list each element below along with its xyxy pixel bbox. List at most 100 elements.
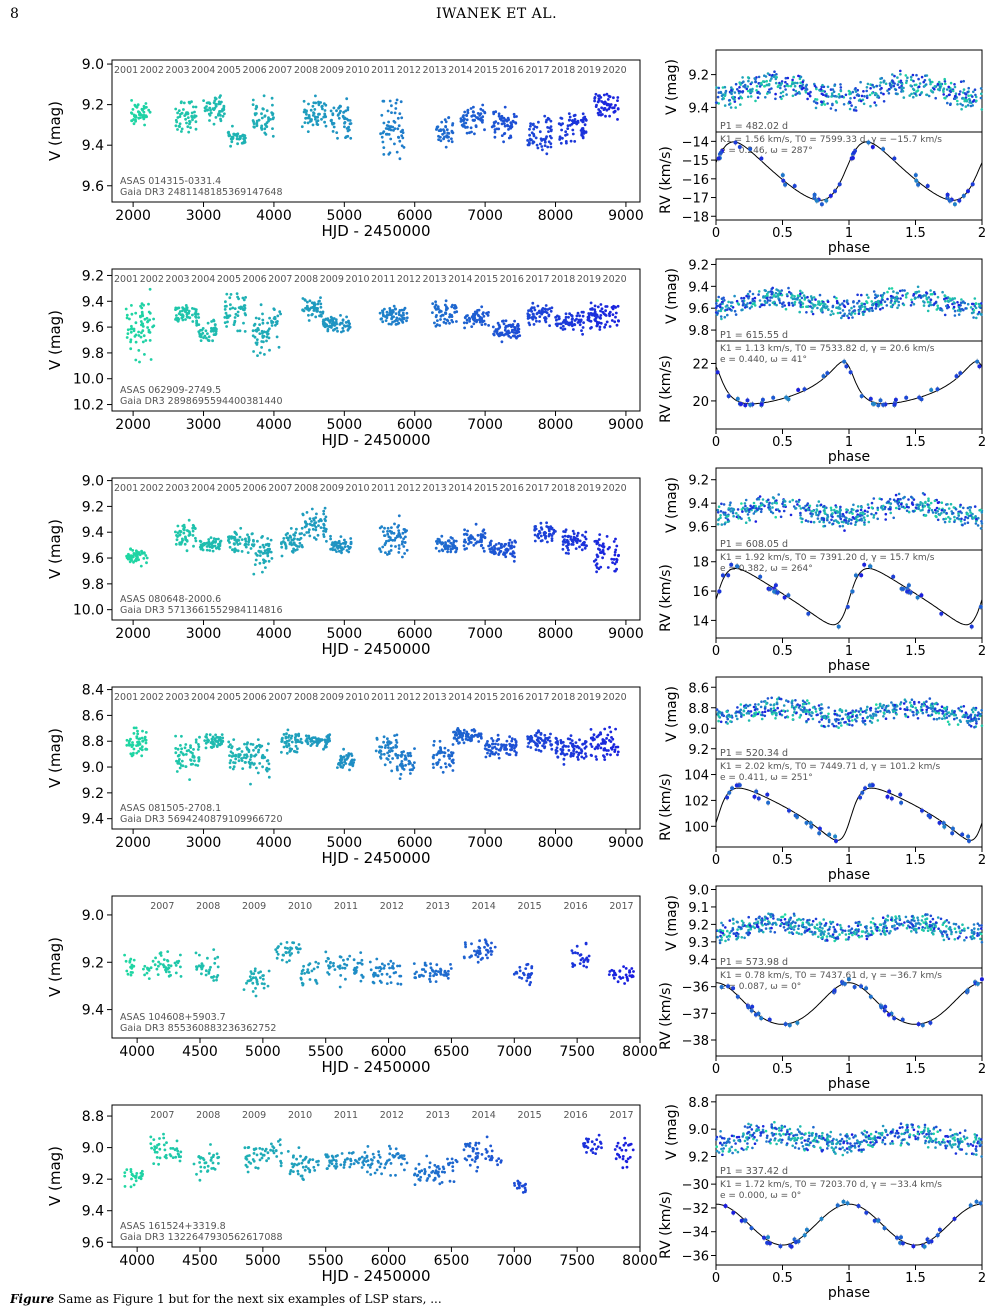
data-point bbox=[728, 503, 732, 507]
data-point bbox=[766, 72, 770, 75]
data-point bbox=[605, 305, 609, 308]
data-point bbox=[187, 518, 191, 522]
data-point bbox=[613, 320, 617, 324]
data-point bbox=[720, 523, 724, 526]
data-point bbox=[918, 294, 921, 297]
data-point bbox=[560, 128, 563, 132]
data-point bbox=[839, 311, 842, 315]
data-point bbox=[331, 112, 335, 116]
data-point bbox=[730, 88, 733, 92]
data-point bbox=[923, 79, 927, 82]
data-point bbox=[503, 105, 507, 109]
data-point bbox=[469, 107, 473, 110]
x-tick-label: 6000 bbox=[397, 208, 433, 224]
data-point bbox=[911, 503, 915, 506]
data-point bbox=[805, 503, 809, 507]
data-point bbox=[717, 102, 720, 105]
data-point bbox=[719, 315, 723, 318]
data-point bbox=[937, 501, 941, 504]
data-point bbox=[231, 548, 234, 552]
data-point bbox=[912, 510, 915, 513]
data-point bbox=[218, 737, 222, 740]
data-point bbox=[384, 744, 388, 747]
data-point bbox=[841, 524, 845, 528]
data-point bbox=[961, 103, 964, 107]
x-tick-label: 0 bbox=[712, 644, 720, 659]
data-point bbox=[498, 117, 502, 121]
x-tick-label: 7000 bbox=[467, 626, 503, 642]
data-point bbox=[865, 86, 869, 89]
data-point bbox=[953, 97, 957, 101]
data-point bbox=[753, 77, 756, 80]
rv-point bbox=[780, 173, 785, 178]
data-point bbox=[315, 744, 319, 747]
data-point bbox=[229, 303, 232, 307]
data-point bbox=[399, 100, 403, 104]
data-point bbox=[863, 305, 867, 309]
data-point bbox=[322, 512, 326, 516]
data-point bbox=[578, 545, 581, 549]
data-point bbox=[861, 305, 864, 308]
data-point bbox=[382, 99, 386, 103]
data-point bbox=[966, 90, 969, 94]
year-label: 2011 bbox=[371, 692, 395, 703]
data-point bbox=[301, 308, 305, 312]
x-tick-label: 9000 bbox=[608, 417, 644, 433]
data-point bbox=[863, 509, 867, 513]
data-point bbox=[179, 744, 182, 747]
data-point bbox=[506, 548, 510, 552]
year-label: 2005 bbox=[217, 274, 241, 285]
data-point bbox=[177, 312, 181, 316]
data-point bbox=[767, 504, 771, 508]
data-point bbox=[189, 763, 193, 766]
rv-point bbox=[735, 396, 740, 401]
data-point bbox=[870, 512, 873, 516]
data-point bbox=[290, 538, 294, 542]
data-point bbox=[781, 94, 785, 98]
data-point bbox=[323, 517, 327, 521]
data-point bbox=[717, 86, 721, 90]
data-point bbox=[144, 102, 148, 105]
data-point bbox=[252, 122, 256, 125]
data-point bbox=[435, 314, 438, 317]
data-point bbox=[255, 329, 259, 333]
data-point bbox=[904, 296, 908, 299]
phase-x-label: phase bbox=[828, 658, 870, 674]
data-point bbox=[849, 97, 852, 100]
data-point bbox=[820, 100, 824, 104]
data-point bbox=[903, 506, 907, 510]
data-point bbox=[230, 746, 234, 750]
data-point bbox=[392, 531, 396, 535]
data-point bbox=[613, 569, 617, 573]
year-label: 2001 bbox=[114, 692, 138, 703]
data-point bbox=[899, 69, 902, 73]
data-point bbox=[824, 303, 827, 306]
data-point bbox=[186, 112, 190, 116]
data-point bbox=[946, 299, 950, 303]
data-point bbox=[142, 334, 146, 338]
data-point bbox=[206, 338, 210, 342]
data-point bbox=[300, 741, 304, 745]
data-point bbox=[978, 304, 982, 307]
data-point bbox=[559, 322, 563, 326]
data-point bbox=[290, 740, 294, 744]
data-point bbox=[234, 312, 238, 316]
data-point bbox=[802, 86, 805, 90]
data-point bbox=[214, 104, 218, 108]
data-point bbox=[178, 122, 182, 126]
data-point bbox=[614, 548, 618, 552]
rv-model-curve bbox=[715, 567, 983, 626]
data-point bbox=[589, 301, 593, 305]
data-point bbox=[936, 304, 939, 308]
running-head: IWANEK ET AL. bbox=[435, 6, 558, 22]
data-point bbox=[240, 750, 244, 753]
period-label: P1 = 482.02 d bbox=[720, 121, 788, 132]
data-point bbox=[564, 140, 568, 143]
data-point bbox=[880, 498, 883, 501]
data-point bbox=[743, 86, 747, 89]
data-point bbox=[473, 319, 477, 323]
data-point bbox=[445, 128, 449, 132]
data-point bbox=[887, 92, 891, 95]
data-point bbox=[774, 97, 777, 101]
data-point bbox=[339, 546, 343, 550]
